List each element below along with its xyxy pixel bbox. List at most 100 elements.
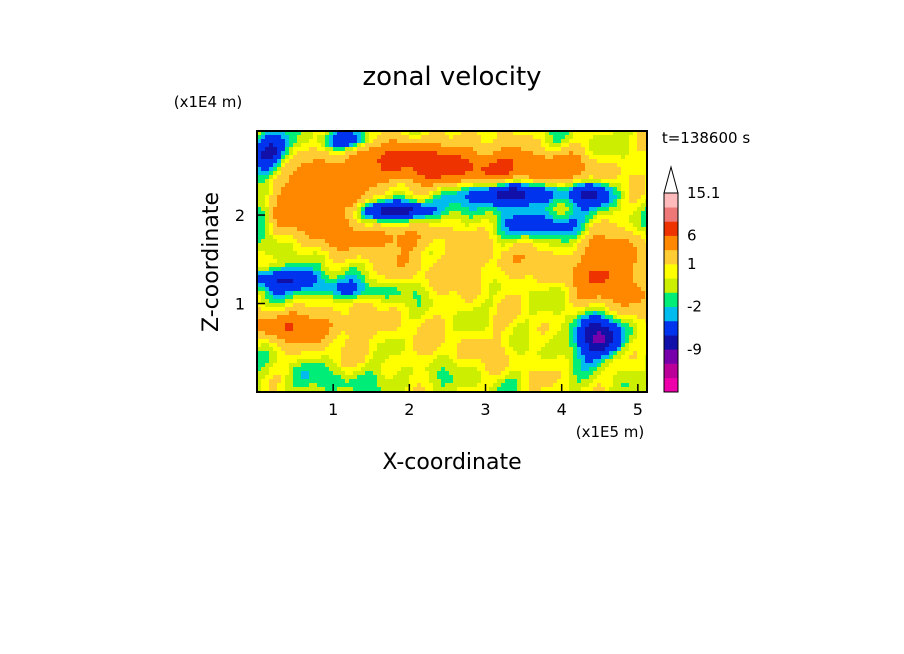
field-cell xyxy=(409,267,414,272)
field-cell xyxy=(401,271,406,276)
field-cell xyxy=(509,155,514,160)
field-cell xyxy=(301,315,306,320)
field-cell xyxy=(265,167,270,172)
field-cell xyxy=(321,223,326,228)
field-cell xyxy=(305,327,310,332)
field-cell xyxy=(569,231,574,236)
field-cell xyxy=(333,147,338,152)
field-cell xyxy=(593,295,598,300)
field-cell xyxy=(353,163,358,168)
field-cell xyxy=(485,319,490,324)
field-cell xyxy=(625,151,630,156)
field-cell xyxy=(537,167,542,172)
field-cell xyxy=(585,167,590,172)
field-cell xyxy=(633,163,638,168)
field-cell xyxy=(261,223,266,228)
field-cell xyxy=(377,155,382,160)
field-cell xyxy=(449,247,454,252)
field-cell xyxy=(265,195,270,200)
field-cell xyxy=(601,155,606,160)
field-cell xyxy=(353,167,358,172)
field-cell xyxy=(365,167,370,172)
field-cell xyxy=(433,283,438,288)
field-cell xyxy=(489,307,494,312)
field-cell xyxy=(409,275,414,280)
field-cell xyxy=(601,175,606,180)
field-cell xyxy=(469,299,474,304)
field-cell xyxy=(437,255,442,260)
field-cell xyxy=(437,227,442,232)
field-cell xyxy=(369,287,374,292)
field-cell xyxy=(421,175,426,180)
field-cell xyxy=(521,271,526,276)
field-cell xyxy=(561,303,566,308)
field-cell xyxy=(309,163,314,168)
field-cell xyxy=(625,279,630,284)
field-cell xyxy=(537,227,542,232)
field-cell xyxy=(393,275,398,280)
field-cell xyxy=(585,303,590,308)
field-cell xyxy=(285,311,290,316)
field-cell xyxy=(261,191,266,196)
field-cell xyxy=(333,327,338,332)
field-cell xyxy=(429,147,434,152)
field-cell xyxy=(545,207,550,212)
field-cell xyxy=(353,279,358,284)
field-cell xyxy=(257,247,262,252)
field-cell xyxy=(381,263,386,268)
field-cell xyxy=(293,259,298,264)
field-cell xyxy=(285,327,290,332)
field-cell xyxy=(469,303,474,308)
field-cell xyxy=(469,223,474,228)
field-cell xyxy=(365,291,370,296)
field-cell xyxy=(457,219,462,224)
field-cell xyxy=(569,195,574,200)
field-cell xyxy=(269,183,274,188)
field-cell xyxy=(313,235,318,240)
field-cell xyxy=(545,231,550,236)
field-cell xyxy=(641,187,646,192)
field-cell xyxy=(481,143,486,148)
field-cell xyxy=(357,235,362,240)
field-cell xyxy=(493,303,498,308)
field-cell xyxy=(373,295,378,300)
field-cell xyxy=(273,267,278,272)
field-cell xyxy=(493,235,498,240)
field-cell xyxy=(357,303,362,308)
field-cell xyxy=(301,211,306,216)
field-cell xyxy=(413,227,418,232)
field-cell xyxy=(593,179,598,184)
field-cell xyxy=(481,275,486,280)
field-cell xyxy=(629,179,634,184)
field-cell xyxy=(569,139,574,144)
field-cell xyxy=(477,199,482,204)
field-cell xyxy=(637,303,642,308)
field-cell xyxy=(409,255,414,260)
field-cell xyxy=(569,155,574,160)
field-cell xyxy=(461,163,466,168)
field-cell xyxy=(537,191,542,196)
field-cell xyxy=(501,211,506,216)
field-cell xyxy=(453,275,458,280)
field-cell xyxy=(381,203,386,208)
field-cell xyxy=(257,135,262,140)
field-cell xyxy=(429,247,434,252)
field-cell xyxy=(289,179,294,184)
field-cell xyxy=(505,291,510,296)
field-cell xyxy=(333,187,338,192)
field-cell xyxy=(613,183,618,188)
field-cell xyxy=(629,251,634,256)
field-cell xyxy=(449,319,454,324)
field-cell xyxy=(513,207,518,212)
field-cell xyxy=(321,175,326,180)
field-cell xyxy=(305,263,310,268)
field-cell xyxy=(393,215,398,220)
field-cell xyxy=(357,239,362,244)
field-cell xyxy=(401,163,406,168)
field-cell xyxy=(337,171,342,176)
field-cell xyxy=(617,231,622,236)
field-cell xyxy=(361,187,366,192)
field-cell xyxy=(509,223,514,228)
field-cell xyxy=(617,179,622,184)
